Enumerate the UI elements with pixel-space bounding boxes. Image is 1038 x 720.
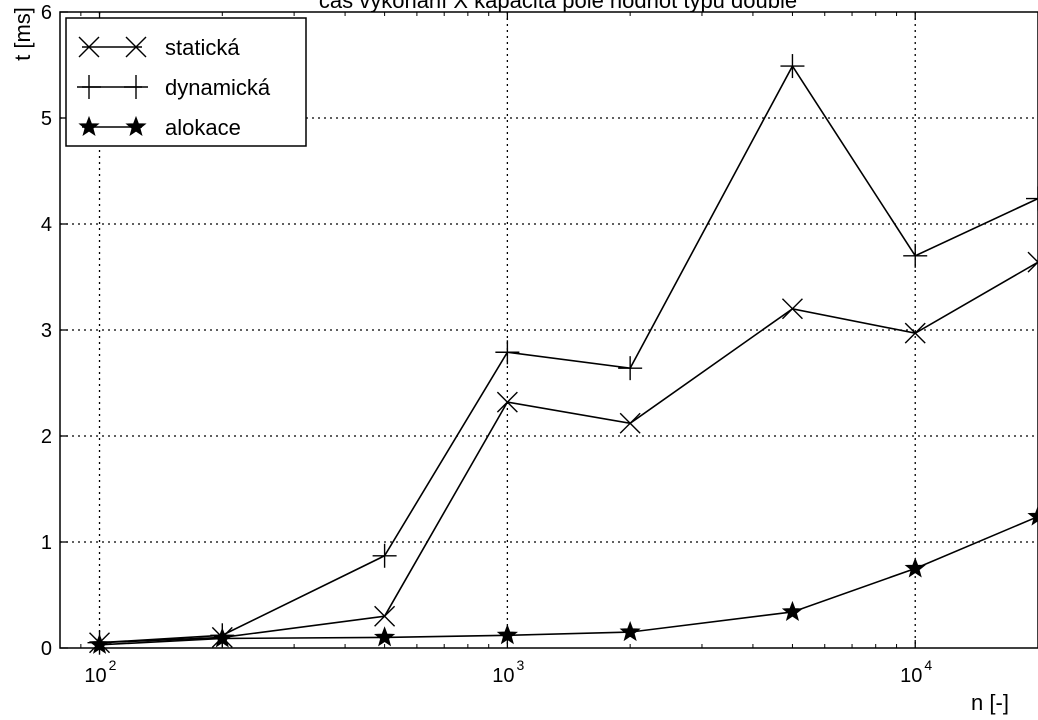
legend-label: statická	[165, 35, 240, 60]
data-point	[904, 557, 926, 578]
data-point	[903, 243, 928, 268]
data-point	[1026, 186, 1038, 211]
y-axis-label: t [ms]	[10, 7, 35, 61]
legend-marker	[78, 36, 100, 58]
data-point	[619, 620, 641, 642]
legend-label: dynamická	[165, 75, 271, 100]
chart-title: čas vykonání X kapacita pole hodnot typu…	[319, 0, 797, 13]
data-point	[374, 626, 396, 647]
data-point	[780, 54, 805, 79]
y-tick-label: 1	[41, 532, 52, 554]
legend: statická dynamická alokace	[65, 17, 307, 147]
legend-box	[65, 17, 307, 147]
x-tick-exponent: 2	[109, 657, 117, 673]
y-tick-label: 6	[41, 2, 52, 24]
data-point	[495, 340, 520, 365]
y-tick-label: 0	[41, 638, 52, 660]
legend-marker	[125, 36, 147, 58]
legend-marker	[78, 115, 100, 137]
data-point	[618, 356, 643, 381]
data-point	[372, 543, 397, 568]
data-point	[88, 633, 111, 654]
y-tick-label: 3	[41, 320, 52, 342]
data-point	[496, 391, 518, 413]
x-tick-exponent: 3	[516, 657, 524, 673]
y-tick-label: 2	[41, 426, 52, 448]
series-line-2	[99, 515, 1038, 646]
x-axis-label: n [-]	[971, 690, 1009, 715]
series-layer	[87, 54, 1038, 655]
data-point	[904, 322, 926, 344]
data-point	[374, 605, 396, 627]
data-point	[1027, 505, 1038, 526]
series-line-1	[99, 64, 1038, 644]
legend-label: alokace	[165, 115, 241, 140]
data-point	[781, 298, 803, 320]
x-tick-label: 10	[900, 665, 922, 687]
x-tick-label: 10	[84, 665, 106, 687]
y-tick-label: 4	[41, 214, 52, 236]
data-point	[619, 412, 641, 434]
y-tick-label: 5	[41, 108, 52, 130]
data-point	[781, 600, 804, 621]
data-point	[496, 624, 518, 645]
data-point	[211, 627, 233, 648]
x-tick-exponent: 4	[924, 657, 932, 673]
data-point	[1027, 251, 1038, 273]
series-line-0	[99, 261, 1038, 644]
x-tick-label: 10	[492, 665, 514, 687]
legend-marker	[125, 115, 147, 137]
legend-marker	[124, 75, 148, 99]
legend-marker	[77, 75, 101, 99]
